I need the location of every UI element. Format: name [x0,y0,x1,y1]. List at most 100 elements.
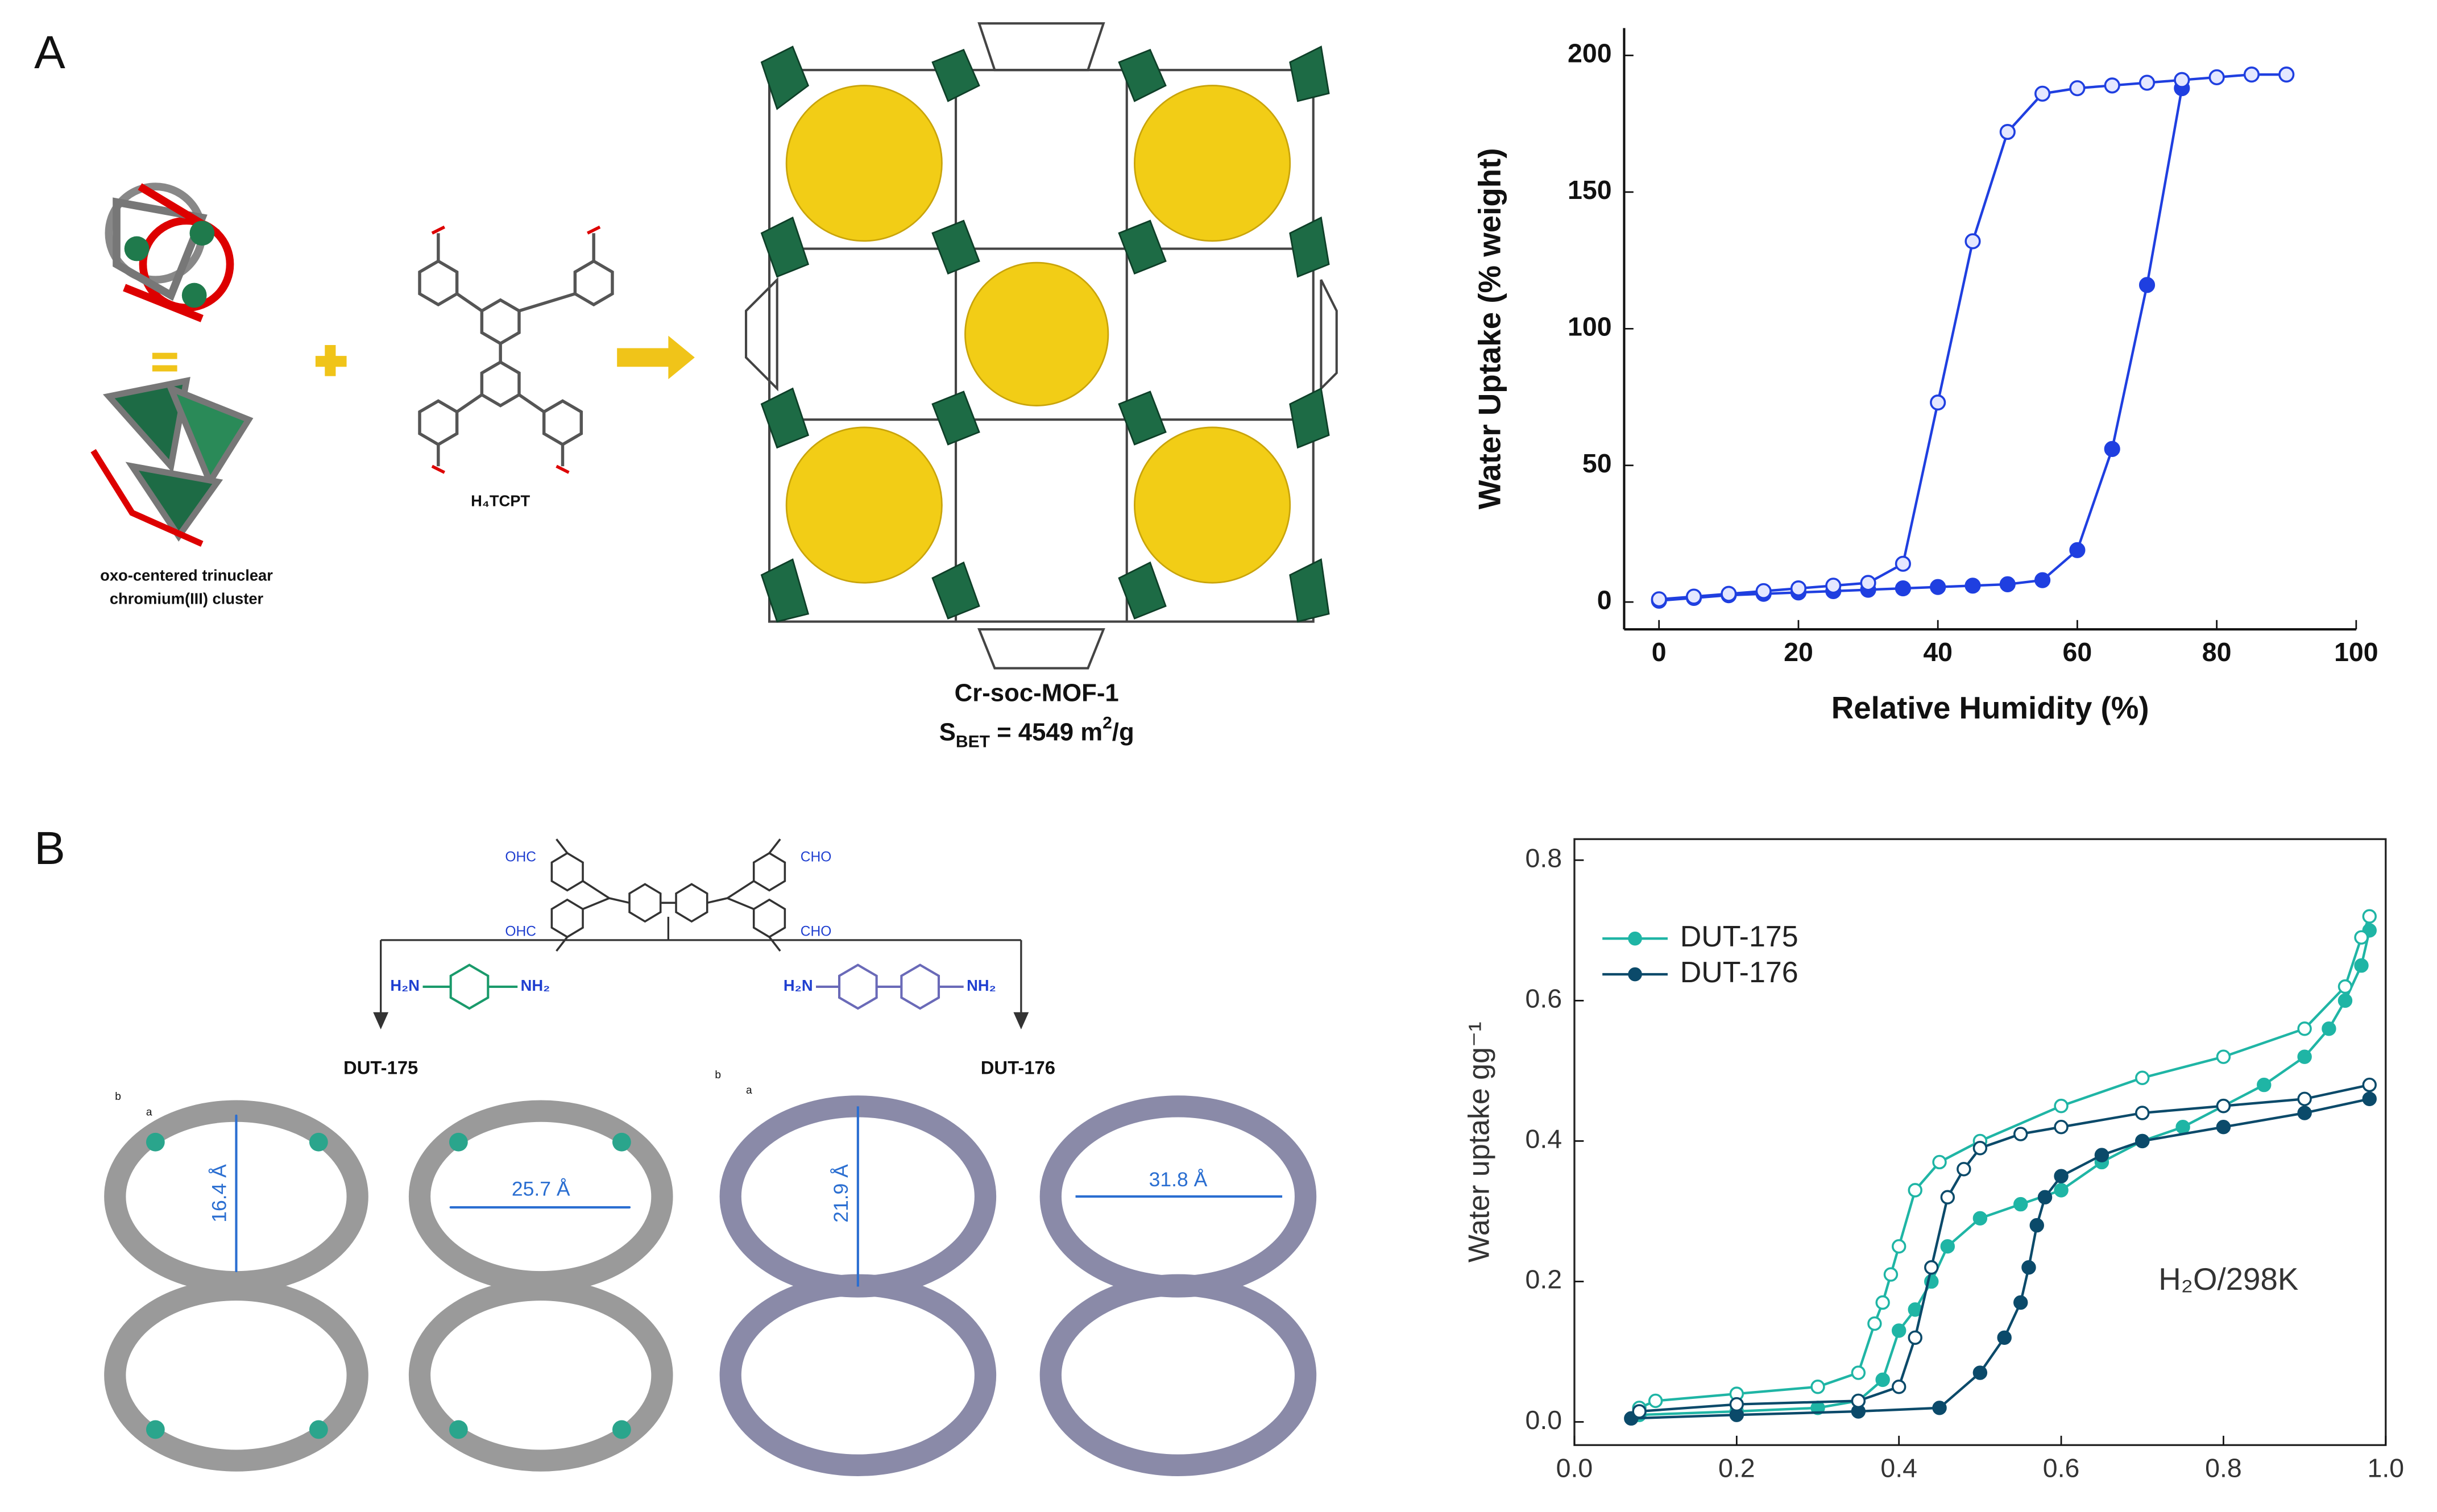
surface-area-part: BET [956,733,990,751]
data-point [2013,1197,2028,1212]
data-point [1685,588,1702,605]
legend-marker [1628,931,1642,946]
data-point [1932,1401,1947,1415]
surface-area-part: S [939,718,956,746]
data-point [1632,1404,1647,1419]
data-point [1875,1372,1890,1388]
data-point [2297,1091,2312,1106]
y-tick-label: 200 [1568,39,1612,68]
pore-size: 16.4 Å [208,1164,231,1223]
data-point [2037,1190,2053,1204]
data-point [2069,80,2086,97]
amine-group: H₂N [784,977,813,994]
x-tick-label: 0.8 [2205,1453,2242,1482]
data-point [1895,555,1911,572]
data-point [1924,1260,1939,1275]
panel-label: B [34,823,65,874]
data-point [1867,1316,1882,1331]
data-point [2354,930,2369,945]
y-tick-label: 0.6 [1526,984,1563,1013]
data-point [2337,993,2353,1008]
plus-sign [315,345,347,376]
data-point [1810,1380,1825,1394]
data-point [2021,1260,2036,1275]
data-point [1972,1211,1988,1226]
data-point [2104,77,2120,94]
data-point [2297,1049,2312,1064]
aldehyde-group: OHC [505,924,536,940]
data-point [1790,580,1807,597]
data-point [1999,124,2016,140]
data-point [2054,1098,2069,1114]
data-point [2013,1295,2028,1310]
annotation: H₂O/298K [2158,1262,2298,1297]
data-point [1651,591,1667,608]
pore-size: 25.7 Å [512,1177,570,1200]
crystal-axis: b [115,1091,121,1103]
data-point [1999,576,2016,592]
data-point [1972,1365,1988,1380]
data-point [2069,542,2086,558]
y-tick-label: 0.0 [1526,1405,1563,1435]
surface-area-part: = 4549 m [990,718,1103,746]
x-tick-label: 60 [2063,637,2092,667]
data-point [2034,572,2051,588]
cluster-caption: oxo-centered trinuclear [100,567,273,584]
equals-sign [152,352,177,372]
diamine-rings [422,963,964,1010]
y-tick-label: 100 [1568,312,1612,342]
x-axis-label: p/p₀ [1954,1507,2007,1512]
dut-175-network [104,1100,673,1472]
data-point [2054,1169,2069,1183]
data-point [1972,1141,1988,1156]
cluster-caption: chromium(III) cluster [110,590,264,608]
tetraaldehyde-structure [550,838,786,952]
data-point [2135,1070,2150,1085]
mof-framework [744,22,1338,670]
x-tick-label: 0.0 [1556,1453,1593,1482]
cluster-ball-stick [105,182,234,322]
data-point [1964,578,1981,594]
x-tick-label: 100 [2334,637,2378,667]
data-point [1891,1323,1907,1338]
x-tick-label: 20 [1784,637,1813,667]
data-point [2216,1119,2231,1135]
data-point [2243,67,2260,83]
product-name: DUT-175 [343,1057,418,1078]
data-point [2257,1077,2272,1093]
data-point [2054,1183,2069,1198]
x-tick-label: 40 [1923,637,1953,667]
cluster-polyhedra [90,376,254,547]
amine-group: H₂N [390,977,420,994]
linker-structure [418,225,614,474]
aldehyde-group: CHO [801,850,832,865]
data-point [1997,1330,2012,1345]
data-point [1895,580,1911,597]
data-point [2362,1077,2377,1093]
data-point [1721,585,1737,602]
x-tick-label: 80 [2202,637,2232,667]
y-axis-label: Water Uptake (% weight) [1473,148,1507,509]
data-point [1851,1365,1866,1380]
data-point [1891,1380,1907,1394]
data-point [2135,1106,2150,1120]
data-point [2208,69,2225,86]
data-point [1940,1190,1955,1204]
data-point [2362,1091,2377,1106]
data-point [1908,1183,1922,1198]
panel-label: A [34,27,65,78]
data-point [2174,72,2190,88]
crystal-axis: b [715,1069,721,1081]
surface-area-part: /g [1112,718,1134,746]
data-point [2034,85,2051,102]
mof-name: Cr-soc-MOF-1 [955,679,1119,707]
data-point [1755,583,1772,599]
y-tick-label: 0.4 [1526,1124,1563,1154]
crystal-axis: a [146,1106,152,1118]
data-point [2138,277,2156,293]
data-point [1940,1239,1955,1254]
data-point [2216,1098,2231,1114]
data-point [1957,1162,1971,1177]
